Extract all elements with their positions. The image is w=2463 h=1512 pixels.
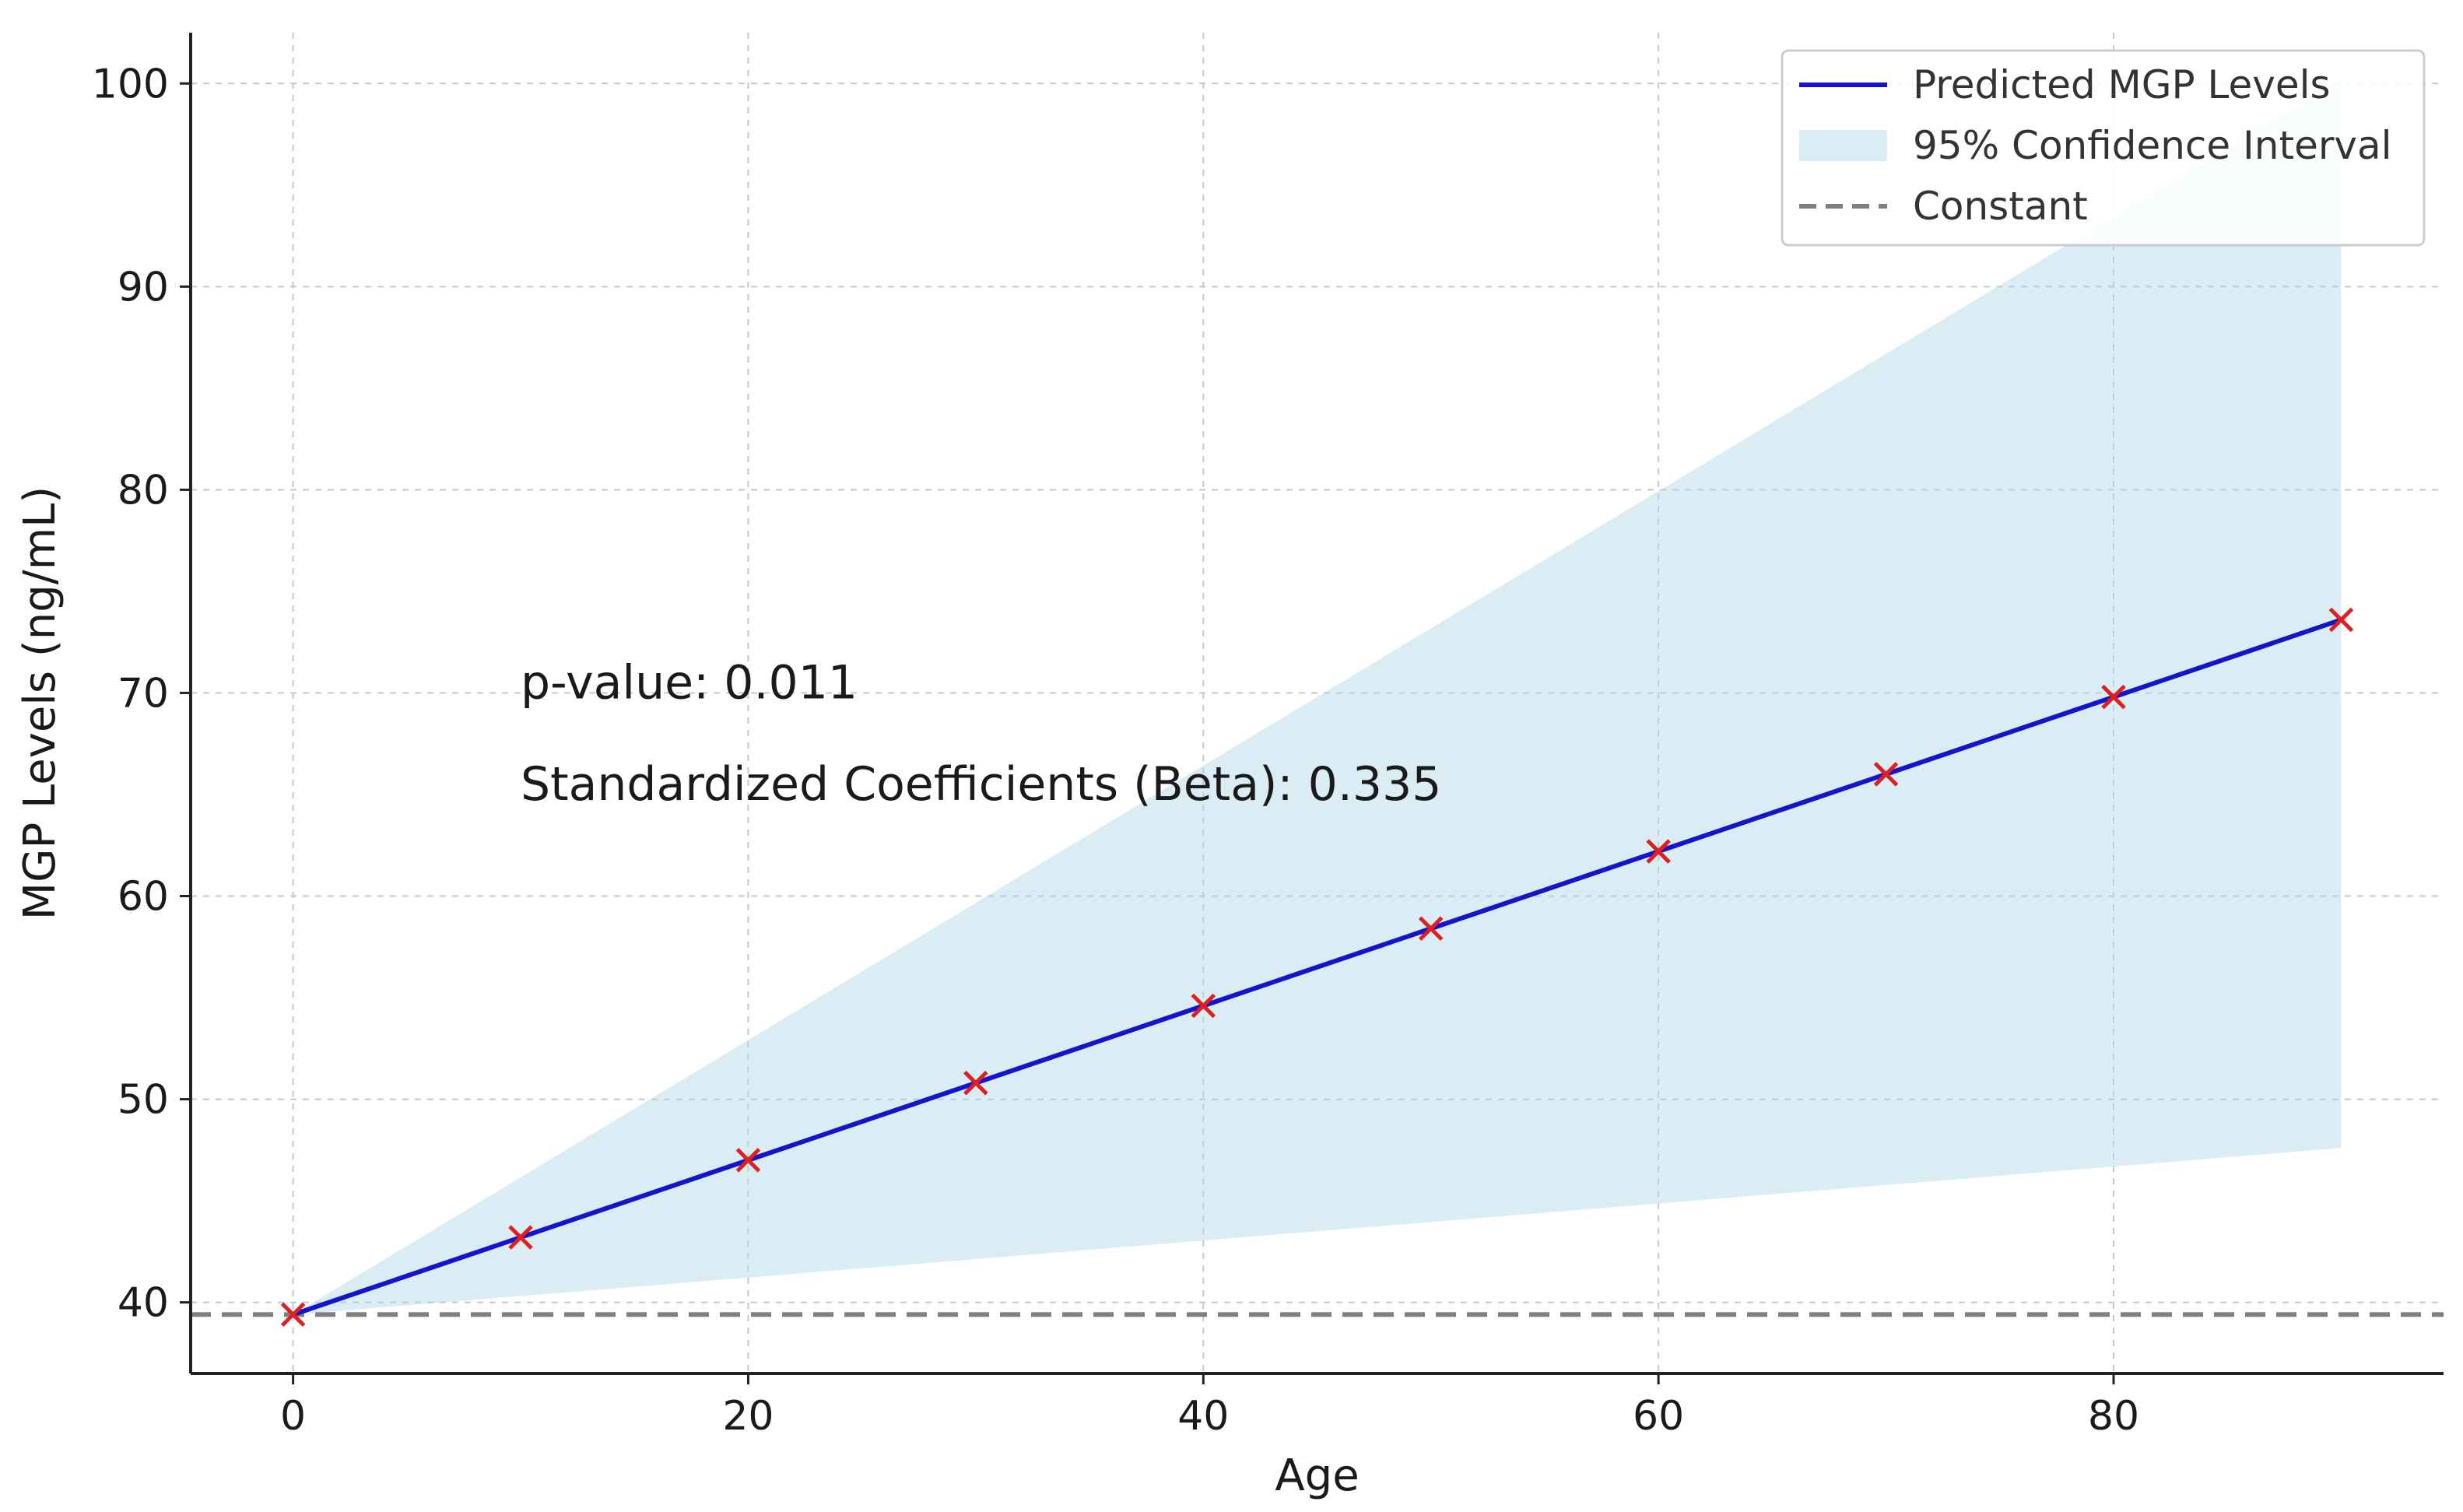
x-tick-label: 40 xyxy=(1177,1393,1229,1440)
data-point-marker xyxy=(508,1225,533,1250)
legend-label-predicted: Predicted MGP Levels xyxy=(1913,62,2331,107)
marker-stroke xyxy=(1646,839,1671,864)
marker-stroke xyxy=(1873,762,1899,787)
y-tick-label: 40 xyxy=(118,1280,169,1327)
marker-stroke xyxy=(963,1070,988,1096)
x-tick-label: 20 xyxy=(722,1393,774,1440)
x-axis-label: Age xyxy=(1275,1451,1359,1501)
confidence-band-layer xyxy=(293,79,2342,1315)
marker-stroke xyxy=(508,1225,533,1250)
marker-layer xyxy=(280,607,2354,1328)
data-point-marker xyxy=(735,1148,761,1173)
marker-stroke xyxy=(1191,993,1216,1019)
p-value-annotation: p-value: 0.011 xyxy=(521,655,858,710)
y-tick-label: 100 xyxy=(92,61,169,107)
marker-stroke xyxy=(2101,684,2126,710)
confidence-band xyxy=(293,79,2342,1315)
legend: Predicted MGP Levels 95% Confidence Inte… xyxy=(1781,49,2426,247)
legend-label-constant: Constant xyxy=(1913,184,2088,229)
legend-patch-symbol xyxy=(1799,130,1887,161)
axes xyxy=(180,33,2444,1384)
marker-stroke xyxy=(280,1302,306,1328)
x-tick-label: 80 xyxy=(2088,1393,2139,1440)
y-tick-label: 60 xyxy=(118,874,169,921)
prediction-line-layer xyxy=(292,617,2342,1317)
data-point-marker xyxy=(1873,762,1899,787)
legend-label-confidence: 95% Confidence Interval xyxy=(1913,123,2392,168)
y-axis-label: MGP Levels (ng/mL) xyxy=(15,486,65,920)
data-point-marker xyxy=(1191,993,1216,1019)
x-tick-label: 60 xyxy=(1633,1393,1684,1440)
legend-box xyxy=(1781,49,2426,247)
data-point-marker xyxy=(1646,839,1671,864)
marker-stroke xyxy=(1418,916,1444,942)
data-point-marker xyxy=(280,1302,306,1328)
x-tick-label: 0 xyxy=(280,1393,306,1440)
grid xyxy=(191,33,2444,1373)
y-tick-label: 80 xyxy=(118,467,169,514)
tick-labels: 0 20 40 60 80 40 50 60 70 80 90 100 xyxy=(92,61,2139,1440)
data-point-marker xyxy=(2328,607,2354,633)
marker-stroke xyxy=(2328,607,2354,633)
beta-annotation: Standardized Coefficients (Beta): 0.335 xyxy=(521,757,1441,812)
y-tick-label: 70 xyxy=(118,670,169,717)
data-point-marker xyxy=(1418,916,1444,942)
data-point-marker xyxy=(2101,684,2126,710)
y-tick-label: 50 xyxy=(118,1077,169,1124)
data-point-marker xyxy=(963,1070,988,1096)
marker-stroke xyxy=(735,1148,761,1173)
prediction-line xyxy=(292,617,2342,1317)
y-tick-label: 90 xyxy=(118,264,169,310)
